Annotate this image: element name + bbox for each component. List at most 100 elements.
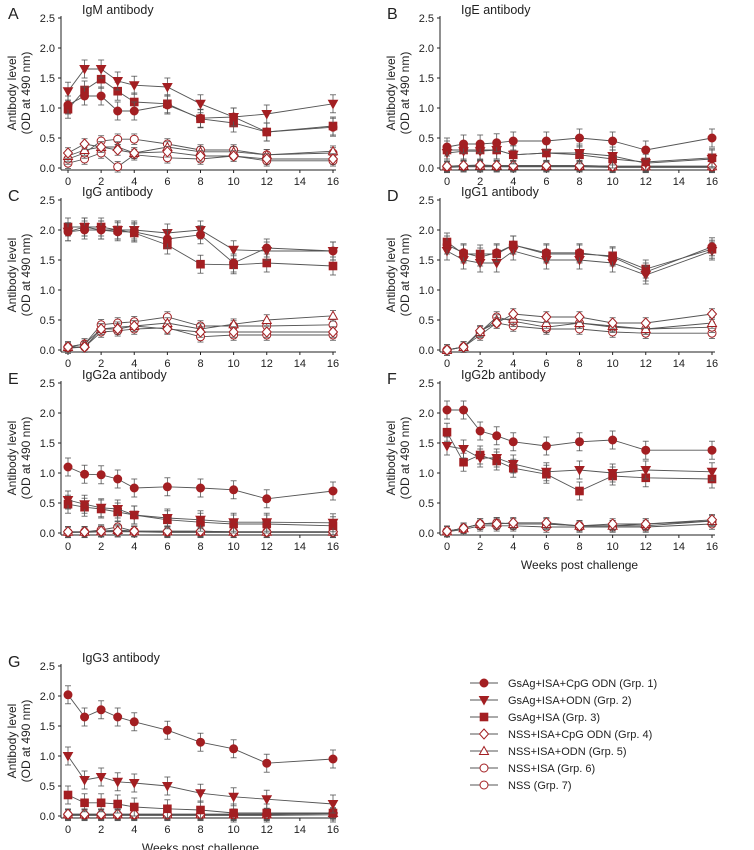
data-point [262,758,272,768]
y-axis-title-line2: (OD at 490 nm) [19,700,33,783]
legend-entry-group-2: GsAg+ISA+ODN (Grp. 2) [470,695,631,707]
data-point [196,113,205,123]
legend-marker [479,712,489,722]
series-line [67,226,333,252]
x-tick-label: 0 [444,541,450,553]
data-point [128,779,140,789]
data-point [162,323,173,335]
panel-letter: B [387,6,398,23]
series-line [67,143,333,160]
data-point [62,87,74,97]
y-tick-label: 2.0 [40,408,55,420]
series-line [446,166,712,168]
series-group-1 [63,685,338,773]
x-tick-label: 14 [294,824,306,836]
x-tick-label: 2 [477,541,483,553]
data-point [63,100,73,110]
panel-letter: E [8,371,19,388]
data-point [229,485,239,495]
legend-entry-group-6: NSS+ISA (Grp. 6) [470,763,595,775]
y-tick-label: 2.0 [40,43,55,55]
data-point [129,106,139,116]
data-point [706,155,718,165]
legend-entry-group-4: NSS+ISA+CpG ODN (Grp. 4) [470,728,652,741]
y-tick-label: 1.0 [419,285,434,297]
data-point [112,777,124,788]
data-point [327,153,339,165]
panel-F: F IgG2b antibody 0.0 0.5 1.0 1.5 2.0 2.5 0 2 4 6 8 10… [384,368,718,572]
series-line [446,313,713,351]
panel-letter: A [8,6,19,23]
series-line [67,78,334,133]
data-point [163,804,172,814]
y-axis-title-line2: (OD at 490 nm) [398,52,412,135]
y-tick-label: 0.0 [40,528,55,540]
data-point [129,134,139,144]
x-tick-label: 4 [510,541,516,553]
x-tick-label: 4 [131,176,137,188]
panel-title: IgG antibody [82,185,154,199]
legend: GsAg+ISA+CpG ODN (Grp. 1) GsAg+ISA+ODN (G… [470,678,657,792]
data-point [541,248,551,258]
data-point [441,442,453,452]
y-tick-label: 2.5 [40,661,55,673]
series-line [446,164,712,167]
y-tick-label: 0.5 [40,498,55,510]
y-axis-title-line1: Antibody level [5,421,19,496]
data-point [641,145,651,155]
y-tick-label: 1.5 [419,438,434,450]
data-point [195,789,206,799]
x-tick-label: 0 [444,176,450,188]
data-point [195,99,206,110]
data-point [162,782,173,792]
data-point [474,454,486,464]
panel-letter: D [387,188,399,205]
x-tick-label: 0 [65,824,71,836]
data-point [95,503,107,514]
data-point [574,149,585,159]
y-tick-label: 1.0 [40,468,55,480]
series-line [67,68,334,118]
x-tick-label: 16 [327,824,339,836]
series-line [67,95,334,133]
panel-title: IgG3 antibody [82,651,161,665]
series-line [67,327,333,349]
series-line [67,694,334,764]
panel-B: B IgE antibody 0.0 0.5 1.0 1.5 2.0 2.5 0 2 4 6 8 10 12… [384,3,718,188]
data-point [607,518,618,530]
data-point [607,469,618,479]
legend-label: GsAg+ISA+CpG ODN (Grp. 1) [508,678,657,690]
data-point [112,144,123,156]
series-group-4 [62,138,339,165]
series-group-4 [441,308,718,356]
data-point [196,805,205,815]
data-point [228,326,239,338]
x-tick-label: 2 [98,176,104,188]
x-tick-label: 12 [640,176,652,188]
data-point [96,91,106,101]
data-point [327,518,339,529]
legend-marker [478,745,490,755]
legend-label: NSS (Grp. 7) [508,780,572,792]
data-point [62,341,74,353]
x-tick-label: 10 [228,824,240,836]
data-point [328,246,338,256]
series-line [446,149,713,164]
data-point [459,405,469,415]
data-point [62,147,74,159]
data-point [195,326,206,338]
data-point [62,496,74,506]
x-tick-label: 8 [197,176,203,188]
series-line [447,409,712,451]
data-point [607,152,618,162]
data-point [706,317,718,327]
data-point [195,515,206,526]
y-tick-label: 0.5 [419,498,434,510]
y-tick-label: 2.0 [40,225,55,237]
legend-marker [479,678,489,688]
y-tick-label: 2.5 [40,195,55,207]
data-point [492,138,502,148]
y-axis-title-line1: Antibody level [384,238,398,313]
y-tick-label: 1.0 [40,285,55,297]
data-point [491,454,503,464]
